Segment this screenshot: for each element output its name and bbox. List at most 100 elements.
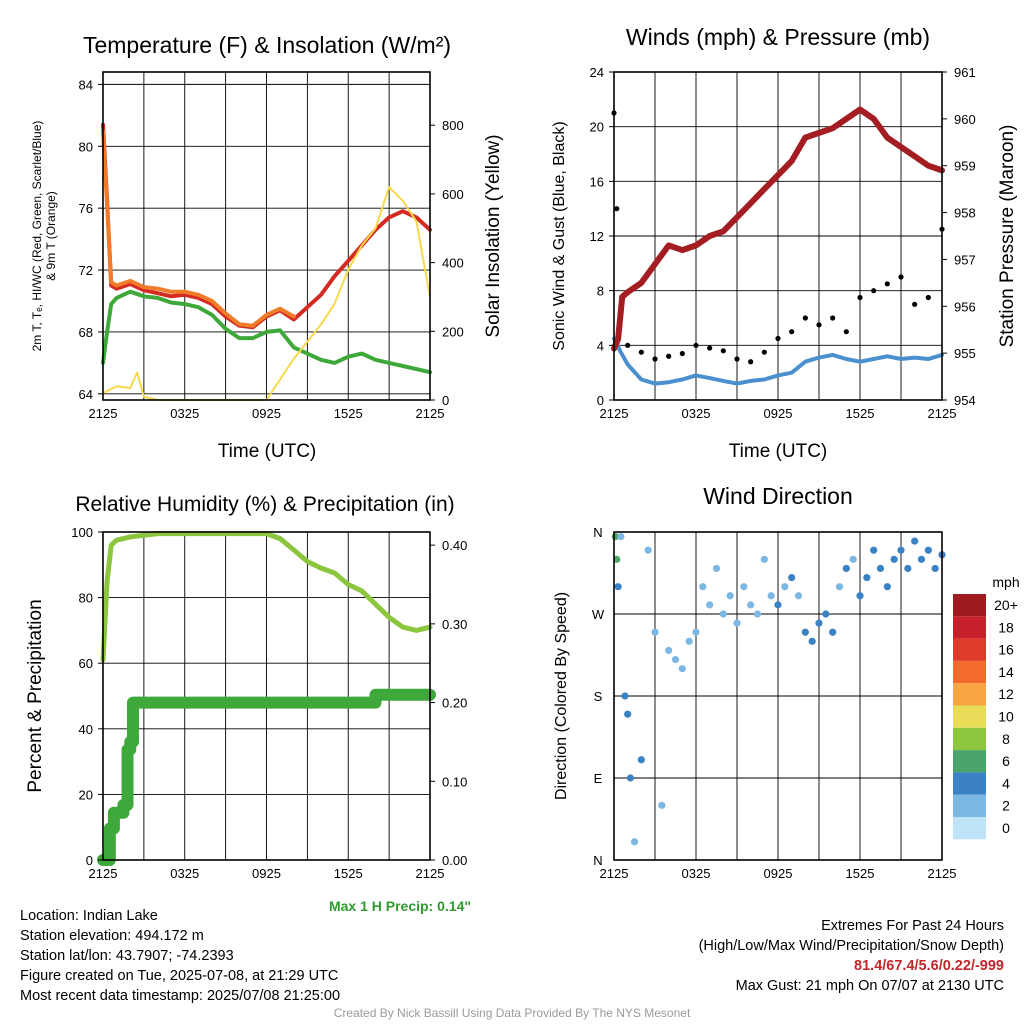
- wind-x-axis-label: Time (UTC): [729, 441, 828, 462]
- gust-point: [693, 342, 699, 348]
- gust-point: [925, 294, 931, 301]
- y-tick-label-left: 4: [597, 338, 604, 353]
- max-gust: Max Gust: 21 mph On 07/07 at 2130 UTC: [735, 978, 1004, 994]
- gust-point: [666, 353, 672, 359]
- most-recent-timestamp: Most recent data timestamp: 2025/07/08 2…: [20, 988, 341, 1004]
- y-tick-label-right: 957: [954, 252, 976, 267]
- gust-point: [802, 315, 808, 321]
- gust-point: [748, 359, 754, 365]
- temperature-left-axis-label-line1: 2m T, Tₑ, HI/WC (Red, Green, Scarlet/Blu…: [30, 121, 44, 352]
- station-info: Location: Indian Lake Station elevation:…: [20, 906, 340, 1006]
- direction-point: [904, 564, 912, 573]
- temperature-right-axis-label: Solar Insolation (Yellow): [483, 134, 504, 337]
- legend-swatch: [953, 727, 986, 751]
- y-tick-label-right: 961: [954, 65, 976, 80]
- extremes-box: Extremes For Past 24 Hours (High/Low/Max…: [699, 916, 1004, 996]
- direction-point: [870, 546, 878, 554]
- y-tick-label-left: 20: [590, 120, 604, 135]
- station-latlon: Station lat/lon: 43.7907; -74.2393: [20, 948, 234, 964]
- direction-point: [621, 692, 629, 700]
- direction-point: [829, 628, 837, 636]
- legend-label: 2: [1002, 798, 1010, 814]
- x-tick-label: 2125: [928, 866, 957, 881]
- direction-point: [835, 583, 844, 591]
- gust-point: [707, 345, 713, 351]
- gust-point: [638, 349, 644, 355]
- x-tick-label: 2125: [928, 406, 957, 421]
- y-tick-label-right: 958: [954, 206, 976, 221]
- x-tick-label: 2125: [600, 406, 629, 421]
- y-tick-label-right: 600: [442, 187, 464, 202]
- direction-point: [651, 628, 659, 636]
- y-tick-label-left: 100: [71, 525, 93, 540]
- gust-point: [652, 356, 658, 362]
- y-tick-label: N: [593, 853, 602, 868]
- direction-left-axis-label: Direction (Colored By Speed): [553, 592, 570, 800]
- temperature-ticks: 2125 0325 0925 1525 2125 64 68 72 76 80 84 0 200 400 6…: [79, 77, 464, 421]
- gust-point: [857, 294, 863, 301]
- series-line-precipitation: [97, 688, 436, 866]
- temperature-plot-frame: [102, 71, 431, 401]
- direction-point: [897, 546, 905, 554]
- y-tick-label: E: [594, 771, 603, 786]
- direction-point: [849, 555, 857, 563]
- gust-point: [625, 342, 631, 348]
- direction-title: Wind Direction: [703, 483, 853, 509]
- y-tick-label-left: 60: [79, 656, 93, 671]
- direction-point: [801, 628, 809, 636]
- figure-created: Figure created on Tue, 2025-07-08, at 21…: [20, 968, 339, 984]
- y-tick-label: W: [592, 607, 605, 622]
- gust-point: [761, 349, 767, 355]
- direction-point: [917, 555, 926, 563]
- direction-point: [678, 665, 686, 673]
- series-line-solar-insolation-yellow: [102, 186, 431, 401]
- y-tick-label-left: 20: [79, 787, 93, 802]
- direction-point: [665, 646, 673, 655]
- direction-point: [637, 756, 645, 764]
- extremes-values: 81.4/67.4/5.6/0.22/-999: [854, 958, 1004, 974]
- series-line-relative-humidity: [100, 531, 433, 663]
- legend-swatch: [953, 638, 986, 661]
- gust-point: [720, 348, 726, 354]
- direction-point: [753, 610, 762, 618]
- direction-point: [712, 564, 721, 573]
- legend-label: 14: [998, 664, 1014, 680]
- legend-swatch: [953, 750, 986, 773]
- credit-line: Created By Nick Bassill Using Data Provi…: [333, 1006, 691, 1020]
- direction-point: [774, 601, 782, 609]
- humidity-ticks: 2125 0325 0925 1525 21250204060801000.000.10…: [71, 525, 467, 881]
- legend-label: 10: [998, 709, 1014, 725]
- y-tick-label-left: 0: [597, 393, 604, 408]
- x-tick-label: 0325: [170, 866, 199, 881]
- legend-swatch: [953, 616, 986, 639]
- direction-point: [617, 532, 625, 541]
- x-tick-label: 0925: [764, 406, 793, 421]
- direction-point: [630, 838, 639, 846]
- y-tick-label-left: 80: [79, 591, 93, 606]
- humidity-left-axis-label: Percent & Precipitation: [25, 599, 46, 792]
- wind-plot-frame: [613, 71, 943, 401]
- y-tick-label-left: 76: [79, 201, 93, 216]
- legend-label: 0: [1002, 820, 1010, 836]
- series-line-station-pressure-maroon: [611, 106, 945, 352]
- y-tick-label-right: 959: [954, 159, 976, 174]
- y-tick-label-right: 800: [442, 118, 464, 133]
- direction-point: [699, 583, 707, 591]
- speed-legend-title: mph: [992, 574, 1019, 590]
- legend-label: 8: [1002, 731, 1010, 747]
- y-tick-label-right: 200: [442, 324, 464, 339]
- direction-point: [808, 637, 816, 645]
- legend-label: 4: [1002, 775, 1010, 791]
- y-tick-label-left: 64: [79, 387, 93, 402]
- direction-point: [614, 583, 622, 591]
- series-line-td-green: [101, 289, 432, 375]
- legend-swatch: [953, 660, 986, 684]
- extremes-title: Extremes For Past 24 Hours: [821, 918, 1004, 934]
- y-tick-label-left: 40: [79, 722, 93, 737]
- legend-swatch: [953, 594, 986, 617]
- y-tick-label-right: 400: [442, 256, 464, 271]
- legend-label: 6: [1002, 753, 1010, 769]
- direction-point: [706, 601, 714, 609]
- x-tick-label: 2125: [89, 866, 118, 881]
